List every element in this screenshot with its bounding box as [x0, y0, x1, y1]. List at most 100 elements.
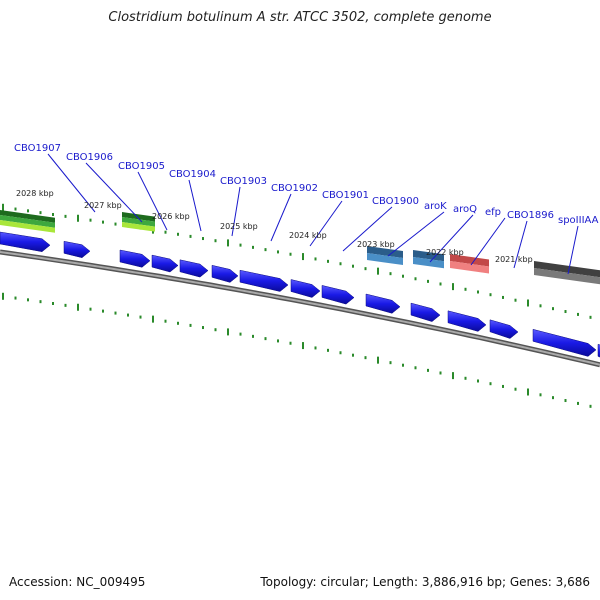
tick-mark [327, 259, 329, 263]
tick-mark [202, 326, 204, 330]
tick-mark [527, 299, 529, 307]
cds-arrow [365, 293, 401, 314]
label-leader [85, 162, 143, 223]
tick-mark [414, 366, 417, 370]
tick-mark [327, 348, 329, 352]
tick-mark [564, 310, 567, 314]
feature-band [0, 215, 55, 228]
ruler-labels: 2028 kbp 2027 kbp 2026 kbp 2025 kbp 2024 kbp… [16, 189, 533, 264]
label-leader [188, 179, 202, 232]
tick-mark [214, 239, 217, 243]
gene-label: CBO1905 [118, 161, 165, 172]
tick-mark [39, 211, 42, 215]
tick-mark [2, 292, 4, 300]
tick-mark [589, 315, 592, 319]
cds-arrow [0, 231, 51, 252]
tick-mark [64, 214, 67, 218]
tick-mark [452, 372, 454, 380]
tick-mark [364, 356, 367, 360]
tick-mark [239, 332, 242, 336]
tick-mark [264, 248, 267, 252]
tick-mark [352, 264, 354, 268]
ruler-label: 2023 kbp [357, 240, 395, 249]
cds-arrow [447, 310, 487, 332]
feature-band [413, 250, 444, 262]
cds-track [0, 231, 600, 358]
tick-mark [189, 234, 192, 238]
accession-text: Accession: NC_009495 [9, 575, 146, 589]
backbone-highlight [0, 251, 600, 366]
tick-mark [302, 342, 304, 350]
backbone-arc [0, 249, 600, 368]
feature-band [122, 222, 155, 232]
inner-tick-ring [2, 292, 592, 408]
ruler-label: 2027 kbp [84, 201, 122, 210]
ruler-label: 2026 kbp [152, 212, 190, 221]
map-title: Clostridium botulinum A str. ATCC 3502, … [108, 10, 492, 25]
label-leader [231, 186, 241, 237]
tick-mark [314, 346, 317, 350]
tick-mark [114, 311, 117, 315]
tick-mark [402, 274, 404, 278]
tick-mark [389, 361, 392, 365]
tick-mark [552, 396, 554, 400]
tick-mark [164, 319, 167, 323]
tick-mark [377, 267, 379, 275]
tick-mark [489, 293, 492, 297]
tick-mark [39, 300, 42, 304]
label-leader [429, 214, 474, 263]
feature-band [122, 217, 155, 227]
ruler-label: 2024 kbp [289, 231, 327, 240]
tick-mark [27, 298, 29, 302]
feature-band [413, 257, 444, 269]
tick-mark [339, 351, 342, 355]
gene-label: CBO1904 [169, 169, 216, 180]
ruler-label: 2025 kbp [220, 222, 258, 231]
tick-mark [139, 315, 142, 319]
tick-mark [414, 277, 417, 281]
tick-mark [439, 371, 442, 375]
gene-label: CBO1901 [322, 190, 369, 201]
tick-mark [577, 312, 579, 316]
gene-label: efp [485, 207, 501, 218]
feature-band [122, 212, 155, 222]
tick-mark [227, 239, 229, 247]
gene-label: CBO1906 [66, 152, 113, 163]
tick-mark [189, 323, 192, 327]
label-leader [47, 153, 96, 213]
cds-arrow [410, 302, 441, 322]
tick-mark [177, 232, 179, 236]
tick-mark [352, 353, 354, 357]
tick-mark [52, 212, 54, 216]
cds-arrow [239, 269, 289, 292]
tick-mark [277, 250, 279, 254]
tick-mark [202, 237, 204, 241]
feature-band [0, 210, 55, 223]
tick-mark [89, 218, 92, 222]
label-leaders [47, 153, 579, 275]
tick-mark [164, 230, 167, 234]
tick-mark [564, 399, 567, 403]
tick-mark [377, 356, 379, 364]
tick-mark [289, 252, 292, 256]
tick-mark [314, 257, 317, 261]
gene-label: CBO1903 [220, 176, 267, 187]
label-leader [342, 206, 393, 252]
cds-arrow [532, 328, 597, 357]
tick-mark [264, 337, 267, 341]
tick-mark [464, 287, 467, 291]
tick-mark [539, 304, 542, 308]
gene-label: CBO1907 [14, 143, 61, 154]
feature-band [450, 254, 489, 267]
gene-labels: CBO1907 CBO1906 CBO1905 CBO1904 CBO1903 CBO19… [14, 143, 599, 226]
tick-mark [364, 267, 367, 271]
tick-mark [289, 341, 292, 345]
ruler-label: 2021 kbp [495, 255, 533, 264]
ruler-label: 2022 kbp [426, 248, 464, 257]
tick-mark [502, 384, 504, 388]
tick-mark [464, 376, 467, 380]
tick-mark [102, 309, 104, 313]
tick-mark [214, 328, 217, 332]
tick-mark [77, 303, 79, 311]
tick-mark [502, 295, 504, 299]
